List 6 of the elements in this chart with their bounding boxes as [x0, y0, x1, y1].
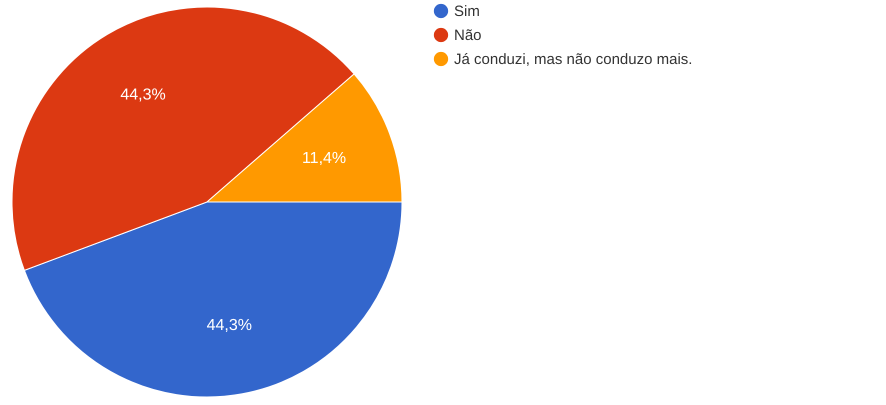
legend-label: Não — [454, 27, 482, 44]
data-label: 11,4% — [302, 150, 346, 168]
legend-label: Já conduzi, mas não conduzo mais. — [454, 51, 692, 68]
data-label: 44,3% — [120, 86, 166, 104]
legend-label: Sim — [454, 3, 480, 20]
data-label: 44,3% — [206, 317, 252, 334]
